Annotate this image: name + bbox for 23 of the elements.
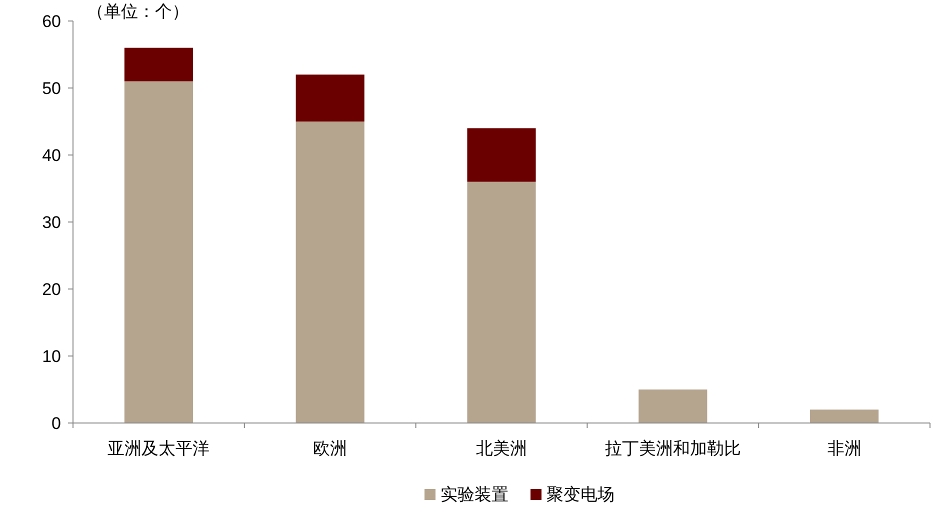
bar xyxy=(467,182,536,423)
y-tick-label: 60 xyxy=(42,12,61,31)
x-tick-label: 欧洲 xyxy=(313,439,348,458)
y-tick-label: 0 xyxy=(52,414,61,433)
bar xyxy=(810,410,879,423)
bar xyxy=(638,390,708,423)
y-tick-label: 20 xyxy=(42,280,61,299)
y-tick-label: 50 xyxy=(42,79,61,98)
x-tick-label: 非洲 xyxy=(827,439,862,458)
x-tick-label: 北美洲 xyxy=(476,439,527,458)
legend-label: 聚变电场 xyxy=(546,485,614,504)
x-tick-label: 亚洲及太平洋 xyxy=(108,439,210,458)
bar xyxy=(124,48,193,82)
y-tick-label: 30 xyxy=(42,213,61,232)
bar xyxy=(124,81,193,423)
y-tick-label: 10 xyxy=(42,347,61,366)
bar xyxy=(296,74,364,122)
x-tick-label: 拉丁美洲和加勒比 xyxy=(604,439,741,458)
y-tick-label: 40 xyxy=(42,146,61,165)
bar xyxy=(296,122,364,423)
legend-label: 实验装置 xyxy=(440,485,508,504)
bar xyxy=(467,128,536,182)
annotation: （单位：个） xyxy=(87,2,189,21)
